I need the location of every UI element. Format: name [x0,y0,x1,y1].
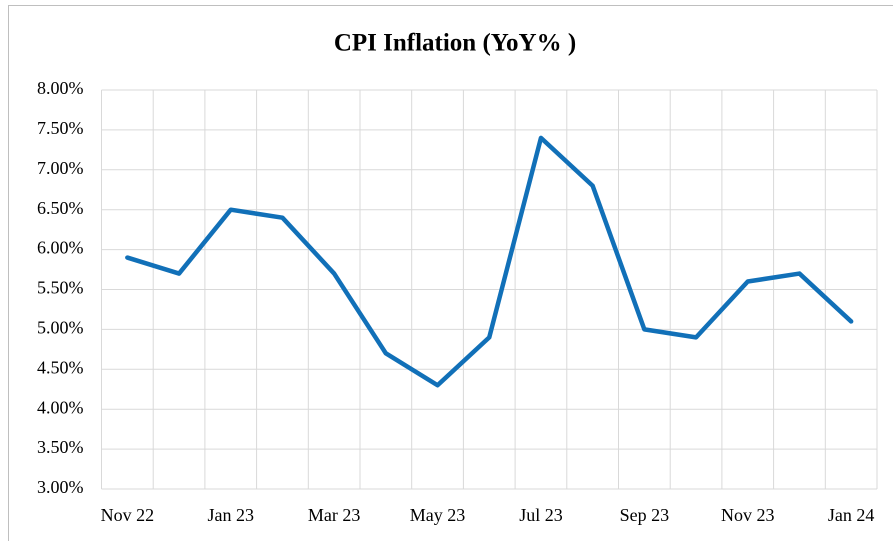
y-tick-label: 3.00% [37,477,84,497]
x-tick-label: Sep 23 [620,505,670,525]
x-tick-label: Jan 24 [828,505,875,525]
y-tick-label: 6.50% [37,198,84,218]
x-tick-label: Nov 23 [721,505,775,525]
y-tick-label: 5.50% [37,278,84,298]
x-tick-label: Jul 23 [519,505,563,525]
y-tick-label: 3.50% [37,437,84,457]
chart-frame [8,5,893,541]
x-tick-label: May 23 [410,505,466,525]
chart-title: CPI Inflation (YoY% ) [334,30,576,57]
y-tick-label: 7.00% [37,158,84,178]
y-tick-label: 5.00% [37,318,84,338]
y-tick-label: 6.00% [37,238,84,258]
y-tick-label: 4.00% [37,397,84,417]
x-tick-label: Mar 23 [308,505,361,525]
y-tick-label: 8.00% [37,78,84,98]
y-tick-label: 7.50% [37,118,84,138]
y-tick-label: 4.50% [37,357,84,377]
x-tick-label: Nov 22 [101,505,155,525]
x-tick-label: Jan 23 [208,505,255,525]
data-line [125,135,854,388]
